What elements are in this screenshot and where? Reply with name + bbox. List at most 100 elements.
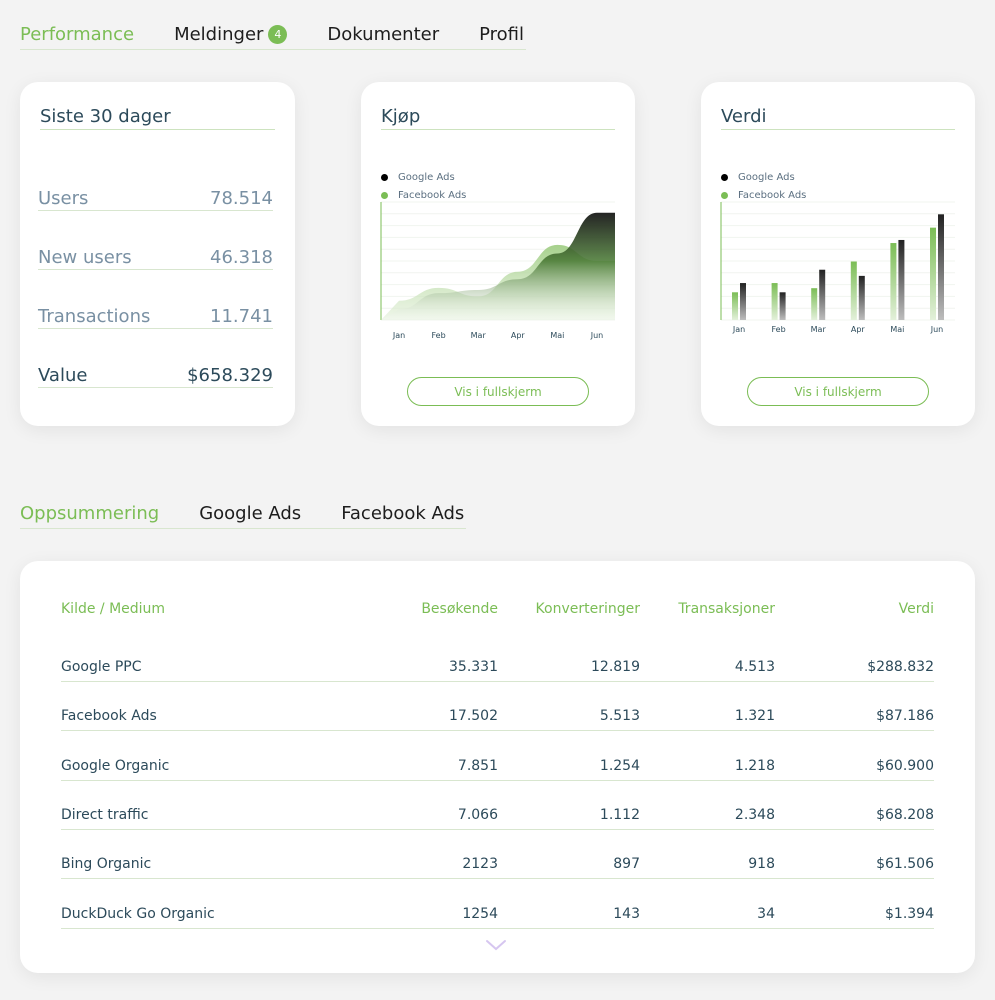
row-divider — [61, 681, 934, 682]
cell-source: DuckDuck Go Organic — [61, 905, 215, 922]
legend-dot — [381, 191, 388, 199]
stat-value: 46.318 — [210, 247, 273, 268]
verdi-card-title: Verdi — [721, 106, 955, 130]
x-tick-label: Feb — [772, 325, 786, 334]
kjop-fullscreen-button[interactable]: Vis i fullskjerm — [407, 377, 589, 406]
tab-meldinger-label: Meldinger — [174, 24, 264, 45]
legend-label: Facebook Ads — [398, 189, 467, 201]
legend-item-google-ads: Google Ads — [381, 168, 466, 186]
tab-performance-label: Performance — [20, 24, 135, 45]
x-tick-label: Feb — [432, 331, 446, 340]
stat-label: Value — [38, 365, 88, 386]
legend-label: Google Ads — [738, 171, 795, 183]
cell-transactions: 34 — [757, 905, 775, 922]
tab-facebook-ads[interactable]: Facebook Ads — [341, 503, 464, 524]
stat-row-transactions: Transactions 11.741 — [38, 306, 273, 329]
cell-conversions: 12.819 — [591, 659, 640, 675]
cell-source: Facebook Ads — [61, 708, 157, 725]
cell-value: $68.208 — [876, 806, 934, 823]
stat-row-users: Users 78.514 — [38, 188, 273, 211]
cell-conversions: 897 — [613, 856, 640, 873]
cell-conversions: 143 — [613, 905, 640, 922]
tab-profil[interactable]: Profil — [479, 24, 524, 45]
row-divider — [61, 730, 934, 732]
legend-dot — [721, 173, 728, 181]
tab-oppsummering[interactable]: Oppsummering — [20, 503, 159, 524]
legend-dot — [721, 191, 728, 199]
verdi-fullscreen-button[interactable]: Vis i fullskjerm — [747, 377, 929, 406]
cell-value: $1.394 — [885, 905, 934, 922]
legend-label: Facebook Ads — [738, 189, 807, 201]
cell-conversions: 1.254 — [599, 757, 640, 774]
cell-value: $87.186 — [876, 708, 934, 725]
bar-google-ads — [740, 283, 746, 320]
tab-dokumenter-label: Dokumenter — [327, 24, 440, 45]
x-tick-label: Jun — [590, 331, 604, 340]
x-tick-label: Mar — [471, 331, 487, 340]
verdi-bar-chart: Jan Feb Mar Apr Mai Jun — [720, 201, 955, 334]
cell-visitors: 35.331 — [449, 659, 498, 675]
tab-profil-label: Profil — [479, 24, 525, 45]
bar-facebook-ads — [930, 227, 936, 320]
cell-transactions: 1.321 — [734, 708, 775, 725]
series-area-google-ads — [381, 212, 615, 320]
tab-dokumenter[interactable]: Dokumenter — [327, 24, 439, 45]
header-transactions: Transaksjoner — [678, 601, 775, 617]
x-tick-label: Mai — [890, 325, 904, 334]
tab-google-ads-label: Google Ads — [199, 503, 302, 524]
stats-card: Siste 30 dager Users 78.514 New users 46… — [20, 82, 295, 426]
stat-label: Transactions — [38, 306, 151, 327]
legend-item-facebook-ads: Facebook Ads — [721, 186, 806, 204]
cell-visitors: 1254 — [462, 905, 498, 922]
bar-facebook-ads — [811, 288, 818, 320]
verdi-card: Verdi Google Ads Facebook Ads Jan Feb Mar A… — [701, 82, 975, 426]
cell-visitors: 7.066 — [457, 806, 498, 823]
kjop-card-title: Kjøp — [381, 106, 615, 130]
cell-source: Direct traffic — [61, 806, 149, 823]
stat-value: $658.329 — [187, 365, 273, 386]
message-count-badge: 4 — [268, 25, 288, 44]
legend-item-facebook-ads: Facebook Ads — [381, 186, 466, 204]
cell-source: Google Organic — [61, 757, 170, 774]
bar-google-ads — [819, 269, 826, 320]
cell-transactions: 1.218 — [734, 757, 775, 774]
x-tick-label: Jan — [732, 325, 745, 334]
x-tick-label: Apr — [851, 325, 866, 334]
row-divider — [61, 828, 934, 830]
header-source: Kilde / Medium — [61, 601, 166, 617]
legend-dot — [381, 173, 388, 181]
cell-source: Bing Organic — [61, 856, 152, 873]
row-divider — [61, 878, 934, 880]
kjop-area-chart: Jan Feb Mar Apr Mai Jun — [380, 201, 615, 340]
header-value: Verdi — [898, 601, 934, 617]
tab-oppsummering-label: Oppsummering — [20, 503, 160, 524]
row-divider — [61, 779, 934, 781]
cell-conversions: 1.112 — [599, 806, 640, 823]
tab-performance[interactable]: Performance — [20, 24, 134, 45]
x-tick-label: Mar — [811, 325, 827, 334]
stat-label: Users — [38, 188, 89, 209]
bar-google-ads — [898, 239, 905, 320]
cell-visitors: 2123 — [462, 856, 498, 873]
tab-meldinger[interactable]: Meldinger 4 — [174, 24, 288, 45]
bar-facebook-ads — [850, 261, 857, 320]
cell-transactions: 4.513 — [734, 659, 775, 675]
cell-value: $60.900 — [876, 757, 934, 774]
summary-table: Kilde / Medium Besøkende Konverteringer … — [20, 561, 975, 973]
chevron-down-icon[interactable] — [485, 939, 507, 951]
row-divider — [61, 927, 934, 929]
x-tick-label: Jun — [930, 325, 944, 334]
legend-label: Google Ads — [398, 171, 455, 183]
bar-google-ads — [779, 292, 786, 320]
kjop-legend: Google Ads Facebook Ads — [381, 168, 466, 204]
top-tab-bar: Performance Meldinger 4 Dokumenter Profil — [20, 24, 527, 50]
tab-google-ads[interactable]: Google Ads — [199, 503, 301, 524]
stat-label: New users — [38, 247, 132, 268]
stat-row-new-users: New users 46.318 — [38, 247, 273, 270]
bar-google-ads — [938, 214, 944, 320]
bar-facebook-ads — [771, 283, 778, 320]
bar-facebook-ads — [890, 243, 897, 320]
kjop-card: Kjøp Google Ads Facebook Ads Jan Feb Mar Ap… — [361, 82, 635, 426]
x-tick-label: Jan — [392, 331, 405, 340]
header-visitors: Besøkende — [421, 601, 498, 617]
